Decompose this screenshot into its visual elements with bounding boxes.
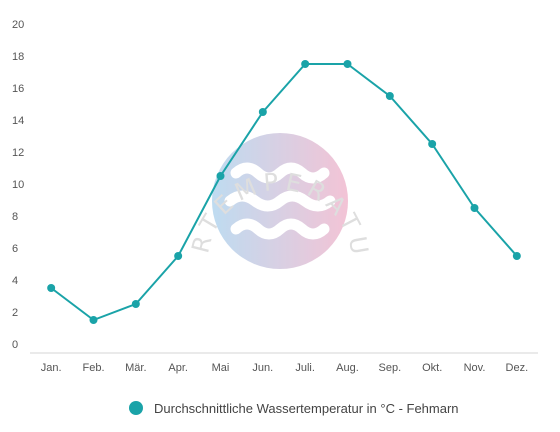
data-point <box>216 172 225 180</box>
legend-label: Durchschnittliche Wassertemperatur in °C… <box>154 401 459 416</box>
x-tick-label: Jun. <box>252 362 273 374</box>
data-point <box>343 60 352 68</box>
axes: 0 2 4 6 8 10 12 14 16 18 20 Jan. Feb. Mär. Apr. Mai Jun.… <box>12 19 538 374</box>
data-point <box>385 92 394 100</box>
y-tick-label: 10 <box>12 179 24 191</box>
data-point <box>47 284 56 292</box>
data-point <box>89 316 98 324</box>
y-tick-label: 18 <box>12 51 24 63</box>
data-point <box>428 140 437 148</box>
data-point <box>174 252 183 260</box>
x-tick-label: Apr. <box>168 362 188 374</box>
y-tick-label: 2 <box>12 307 18 319</box>
y-tick-label: 16 <box>12 83 24 95</box>
legend: Durchschnittliche Wassertemperatur in °C… <box>129 401 459 416</box>
y-tick-label: 20 <box>12 19 24 31</box>
y-tick-label: 14 <box>12 115 24 127</box>
x-tick-label: Mai <box>212 362 230 374</box>
y-tick-label: 4 <box>12 275 18 287</box>
x-tick-label: Okt. <box>422 362 442 374</box>
x-tick-label: Mär. <box>125 362 146 374</box>
series <box>47 60 521 324</box>
y-tick-label: 12 <box>12 147 24 159</box>
data-point <box>131 300 140 308</box>
x-tick-label: Feb. <box>82 362 104 374</box>
legend-marker <box>129 401 143 415</box>
x-tick-label: Dez. <box>506 362 529 374</box>
x-tick-label: Nov. <box>464 362 486 374</box>
x-tick-label: Jan. <box>41 362 62 374</box>
y-tick-label: 8 <box>12 211 18 223</box>
watermark-logo: WASSERTEMPERATUR.ORG <box>0 0 369 269</box>
data-point <box>258 108 267 116</box>
x-tick-label: Sep. <box>379 362 402 374</box>
data-point <box>512 252 521 260</box>
data-point <box>470 204 479 212</box>
x-tick-label: Aug. <box>336 362 359 374</box>
data-point <box>301 60 310 68</box>
x-tick-label: Juli. <box>295 362 315 374</box>
y-tick-label: 0 <box>12 339 18 351</box>
series-line <box>50 63 518 321</box>
watermark-waves-icon <box>224 162 336 240</box>
y-tick-label: 6 <box>12 243 18 255</box>
